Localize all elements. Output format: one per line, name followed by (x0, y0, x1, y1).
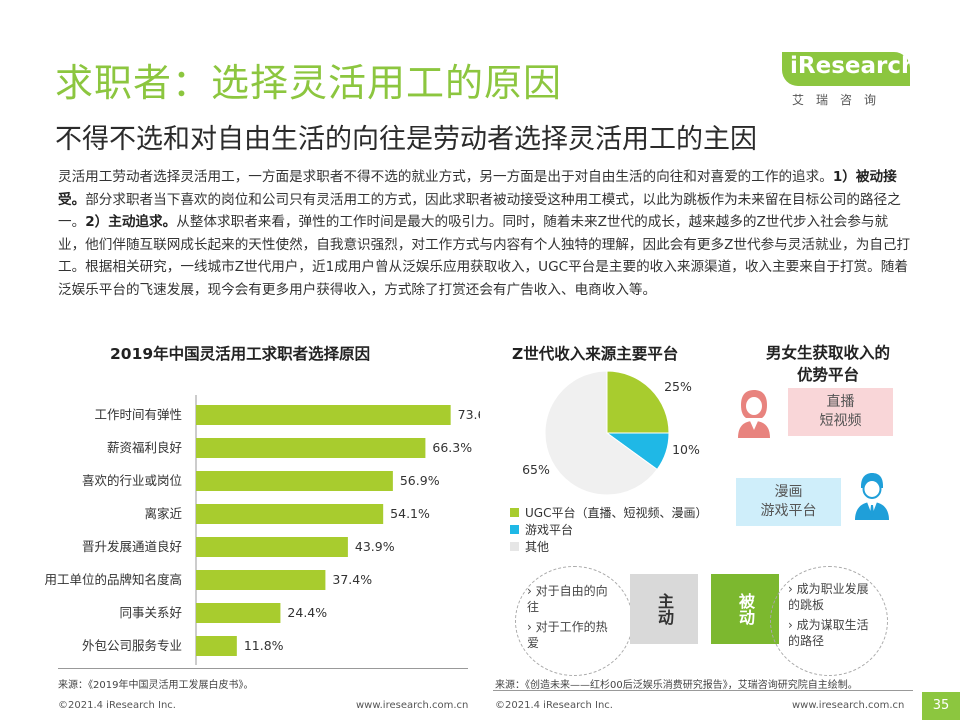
bar-value-label: 24.4% (287, 605, 327, 620)
intro-paragraph: 灵活用工劳动者选择灵活用工，一方面是求职者不得不选的就业方式，另一方面是出于对自… (58, 166, 914, 301)
bar-category-label: 用工单位的品牌知名度高 (44, 572, 182, 587)
logo-sub-text: 艾瑞咨询 (792, 93, 889, 107)
bar (196, 438, 426, 458)
gender-title: 男女生获取收入的 优势平台 (738, 342, 918, 386)
bar-chart-source: 来源：《2019年中国灵活用工发展白皮书》。 (58, 680, 254, 691)
pie-chart-title: Z世代收入来源主要平台 (512, 345, 679, 363)
male-platform-2: 游戏平台 (760, 503, 817, 519)
bar (196, 603, 281, 623)
passive-tag: 被动 (711, 574, 779, 644)
page-title: 求职者：选择灵活用工的原因 (55, 61, 563, 105)
active-tag: 主动 (630, 574, 698, 644)
footer-copyright-right: ©2021.4 iResearch Inc. (495, 700, 613, 711)
bar (196, 504, 384, 524)
female-platform-1: 直播 (826, 394, 855, 410)
footer-copyright-left: ©2021.4 iResearch Inc. (58, 700, 176, 711)
bar (196, 570, 326, 590)
bar-category-label: 外包公司服务专业 (82, 638, 182, 653)
bar-value-label: 43.9% (355, 539, 395, 554)
intro-text-2: 部分求职者当下喜欢的岗位和公司只有灵活用工的方式，因此求职者被动接受这种用工模式… (58, 191, 901, 231)
bar-category-label: 工作时间有弹性 (94, 407, 182, 422)
bar-category-label: 晋升发展通道良好 (82, 539, 182, 554)
pie-value-label: 10% (672, 442, 700, 457)
active-reason-item: › 对于工作的热爱 (527, 620, 608, 650)
pie-legend-item: 其他 (510, 538, 549, 555)
bar (196, 405, 451, 425)
page-number: 35 (922, 692, 960, 720)
pie-chart-source: 来源：《创造未来——红杉00后泛娱乐消费研究报告》，艾瑞咨询研究院自主绘制。 (495, 680, 858, 691)
pie-value-label: 65% (522, 462, 550, 477)
bar-chart-title: 2019年中国灵活用工求职者选择原因 (110, 345, 371, 363)
bar-value-label: 54.1% (390, 506, 430, 521)
footer-url-right[interactable]: www.iresearch.com.cn (792, 700, 905, 711)
legend-label: UGC平台（直播、短视频、漫画） (525, 506, 708, 520)
bar-category-label: 同事关系好 (119, 605, 182, 620)
bar-category-label: 离家近 (144, 506, 182, 521)
legend-swatch (510, 542, 519, 551)
female-platform-box: 直播 短视频 (788, 388, 893, 436)
intro-bold-passive: 1）被动接受。 (58, 169, 897, 208)
pie-slice (606, 370, 670, 434)
bar-value-label: 11.8% (244, 638, 284, 653)
male-platform-box: 漫画 游戏平台 (736, 478, 841, 526)
pie-chart-divider (493, 690, 913, 691)
female-icon (738, 390, 770, 438)
legend-label: 游戏平台 (525, 523, 574, 537)
bar-value-label: 73.6% (458, 407, 480, 422)
bar-value-label: 37.4% (332, 572, 372, 587)
legend-label: 其他 (525, 540, 550, 554)
active-reasons-list: › 对于自由的向往 › 对于工作的热爱 (527, 583, 619, 655)
page-subtitle: 不得不选和对自由生活的向往是劳动者选择灵活用工的主因 (55, 124, 757, 155)
pie-slice (544, 370, 658, 496)
passive-reasons-list: › 成为职业发展的跳板 › 成为谋取生活的路径 (788, 581, 872, 653)
bar (196, 537, 348, 557)
passive-reason-item: › 成为职业发展的跳板 (788, 582, 869, 612)
bar-category-label: 薪资福利良好 (107, 440, 182, 455)
male-platform-1: 漫画 (774, 484, 803, 500)
gender-title-line1: 男女生获取收入的 (765, 344, 890, 362)
legend-swatch (510, 508, 519, 517)
logo-main-text: iResearch (790, 53, 918, 79)
passive-reason-item: › 成为谋取生活的路径 (788, 618, 869, 648)
reasons-bar-chart: 工作时间有弹性 73.6% 薪资福利良好 66.3% 喜欢的行业或岗位 56.9% 离家近 5… (44, 395, 480, 665)
iresearch-logo: iResearch 艾瑞咨询 (782, 50, 917, 110)
passive-reasons-circle (770, 566, 888, 676)
bar-chart-divider (58, 668, 468, 669)
gender-title-line2: 优势平台 (796, 366, 859, 384)
bar (196, 471, 393, 491)
male-icon (855, 473, 889, 520)
bar (196, 636, 237, 656)
bar-value-label: 56.9% (400, 473, 440, 488)
legend-swatch (510, 525, 519, 534)
footer-url-left[interactable]: www.iresearch.com.cn (356, 700, 469, 711)
income-source-pie-chart: 25% 10% 65% (522, 370, 700, 496)
pie-legend-item: UGC平台（直播、短视频、漫画） (510, 504, 707, 521)
intro-bold-active: 2）主动追求。 (85, 214, 177, 230)
active-reason-item: › 对于自由的向往 (527, 584, 608, 614)
bar-value-label: 66.3% (432, 440, 472, 455)
female-platform-2: 短视频 (819, 413, 862, 429)
intro-text-1: 灵活用工劳动者选择灵活用工，一方面是求职者不得不选的就业方式，另一方面是出于对自… (58, 169, 833, 185)
pie-legend-item: 游戏平台 (510, 521, 573, 538)
bar-category-label: 喜欢的行业或岗位 (82, 473, 182, 488)
pie-value-label: 25% (664, 379, 692, 394)
intro-text-3: 从整体求职者来看，弹性的工作时间是最大的吸引力。同时，随着未来Z世代的成长，越来… (58, 214, 911, 298)
